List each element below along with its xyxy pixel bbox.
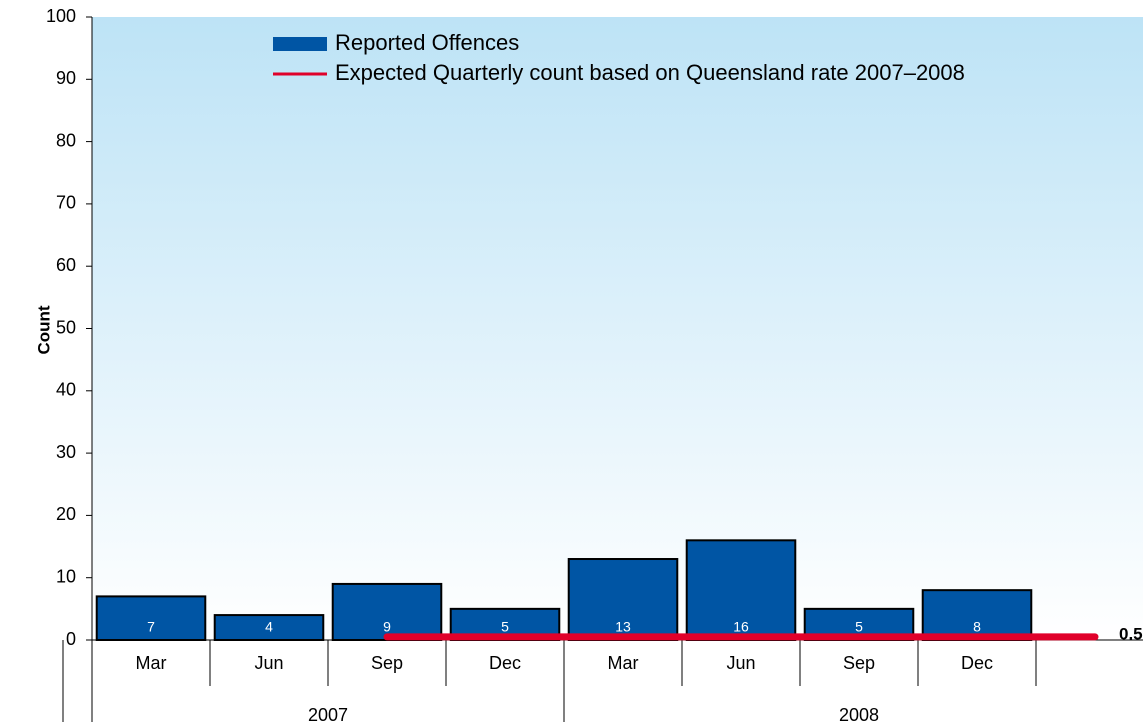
group-label: 2008: [839, 705, 879, 722]
legend-label: Reported Offences: [335, 30, 519, 55]
bar-value-label: 5: [501, 619, 509, 635]
y-tick-label: 100: [46, 6, 76, 26]
bar-value-label: 13: [615, 619, 631, 635]
x-tick-label: Mar: [608, 653, 639, 673]
line-value-label: 0.5: [1119, 624, 1143, 643]
x-tick-label: Jun: [726, 653, 755, 673]
y-tick-label: 60: [56, 255, 76, 275]
group-label: 2007: [308, 705, 348, 722]
y-tick-label: 20: [56, 504, 76, 524]
bar-value-label: 8: [973, 619, 981, 635]
bar: [331, 582, 443, 641]
legend-label: Expected Quarterly count based on Queens…: [335, 60, 965, 85]
bar-value-label: 7: [147, 619, 155, 635]
y-tick-label: 0: [66, 629, 76, 649]
bar: [685, 539, 797, 642]
y-tick-label: 70: [56, 193, 76, 213]
y-tick-label: 50: [56, 317, 76, 337]
x-tick-label: Jun: [254, 653, 283, 673]
y-tick-label: 40: [56, 380, 76, 400]
bar: [95, 595, 207, 642]
bar: [213, 614, 325, 642]
x-tick-label: Sep: [843, 653, 875, 673]
x-tick-label: Dec: [961, 653, 993, 673]
x-tick-label: Mar: [136, 653, 167, 673]
legend-swatch: [273, 37, 327, 51]
x-tick-label: Sep: [371, 653, 403, 673]
bar-value-label: 4: [265, 619, 273, 635]
y-tick-label: 10: [56, 566, 76, 586]
plot-background: [92, 17, 1143, 640]
y-tick-label: 90: [56, 68, 76, 88]
x-tick-label: Dec: [489, 653, 521, 673]
bar-value-label: 16: [733, 619, 749, 635]
y-axis-label: Count: [34, 305, 53, 354]
bar-value-label: 5: [855, 619, 863, 635]
y-tick-label: 80: [56, 130, 76, 150]
y-tick-label: 30: [56, 442, 76, 462]
bar-value-label: 9: [383, 619, 391, 635]
